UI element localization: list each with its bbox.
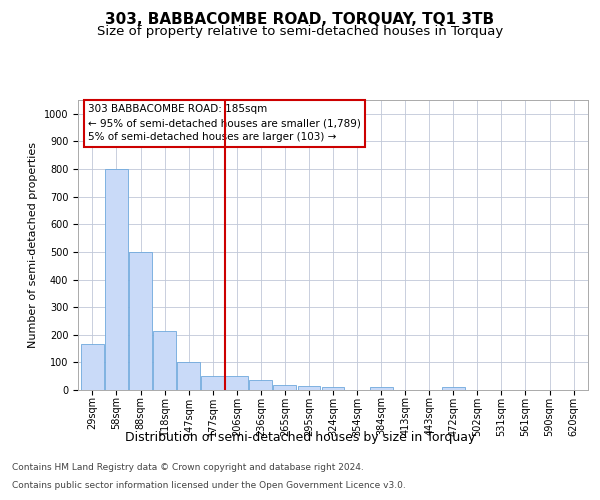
Text: Contains public sector information licensed under the Open Government Licence v3: Contains public sector information licen… <box>12 481 406 490</box>
Text: Distribution of semi-detached houses by size in Torquay: Distribution of semi-detached houses by … <box>125 431 475 444</box>
Bar <box>177 362 200 390</box>
Bar <box>129 252 152 390</box>
Bar <box>442 387 465 390</box>
Text: 303 BABBACOMBE ROAD: 185sqm
← 95% of semi-detached houses are smaller (1,789)
5%: 303 BABBACOMBE ROAD: 185sqm ← 95% of sem… <box>88 104 361 142</box>
Bar <box>81 344 104 390</box>
Bar <box>370 387 392 390</box>
Bar <box>322 387 344 390</box>
Text: Size of property relative to semi-detached houses in Torquay: Size of property relative to semi-detach… <box>97 25 503 38</box>
Y-axis label: Number of semi-detached properties: Number of semi-detached properties <box>28 142 38 348</box>
Text: Contains HM Land Registry data © Crown copyright and database right 2024.: Contains HM Land Registry data © Crown c… <box>12 464 364 472</box>
Bar <box>226 376 248 390</box>
Bar <box>298 386 320 390</box>
Bar <box>105 169 128 390</box>
Bar <box>153 330 176 390</box>
Bar <box>201 376 224 390</box>
Bar <box>274 385 296 390</box>
Bar <box>250 380 272 390</box>
Text: 303, BABBACOMBE ROAD, TORQUAY, TQ1 3TB: 303, BABBACOMBE ROAD, TORQUAY, TQ1 3TB <box>106 12 494 28</box>
